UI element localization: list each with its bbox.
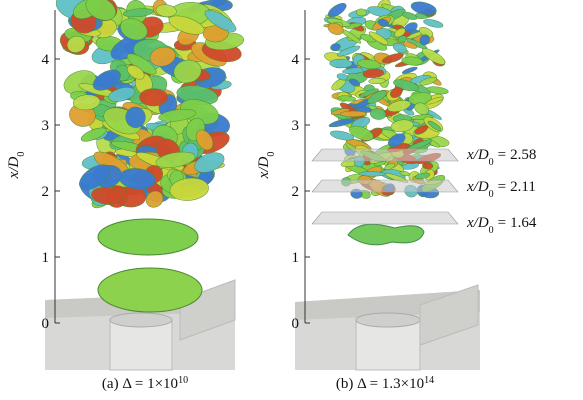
slice-plane <box>312 149 458 161</box>
tick-label: 1 <box>42 250 50 266</box>
plane-label: x/D0 =2.58 <box>466 147 536 168</box>
plane-label: x/D0 =2.11 <box>466 179 536 200</box>
tick-label: 0 <box>292 316 300 332</box>
label-text: x/D <box>466 179 489 195</box>
tick-label: 1 <box>292 250 300 266</box>
slice-plane <box>312 212 458 224</box>
caption: (a) Δ = 1×1010 <box>102 375 188 393</box>
subscript: 0 <box>266 152 277 157</box>
subscript: 0 <box>489 225 494 236</box>
axis-label: x/D0 <box>6 152 27 180</box>
vortex <box>359 171 385 176</box>
equals: = <box>498 215 506 231</box>
superscript: 10 <box>178 375 188 386</box>
axis-label: x/D0 <box>256 152 277 180</box>
label-text: x/D <box>256 157 272 180</box>
planes <box>312 149 458 224</box>
vortex <box>423 18 444 29</box>
label-text: x/D <box>6 157 22 180</box>
vortex <box>139 89 167 107</box>
tick-label: 4 <box>42 52 50 68</box>
label-text: x/D <box>466 215 489 231</box>
tick-label: 2 <box>42 184 50 200</box>
tick-label: 0 <box>42 316 50 332</box>
subscript: 0 <box>16 152 27 157</box>
vortex <box>98 268 202 312</box>
caption-text: (a) Δ = 1×10 <box>102 376 178 392</box>
figure: 01234x/D0(a) Δ = 1×101001234x/D0(b) Δ = … <box>0 0 583 400</box>
tick-label: 3 <box>42 118 50 134</box>
superscript: 14 <box>424 375 434 386</box>
slice-plane <box>312 180 458 192</box>
plane-label: x/D0 =1.64 <box>466 215 537 236</box>
caption-text: (b) Δ = 1.3×10 <box>336 376 424 392</box>
tick-label: 2 <box>292 184 300 200</box>
caption: (b) Δ = 1.3×1014 <box>336 375 434 393</box>
vortex <box>348 224 424 244</box>
plane-value: 1.64 <box>510 215 537 231</box>
tick-label: 4 <box>292 52 300 68</box>
vortex <box>340 111 367 117</box>
plane-value: 2.58 <box>510 147 536 163</box>
equals: = <box>498 179 506 195</box>
vortex <box>98 219 198 255</box>
tick-label: 3 <box>292 118 300 134</box>
equals: = <box>498 147 506 163</box>
subscript: 0 <box>489 189 494 200</box>
plane-value: 2.11 <box>510 179 536 195</box>
subscript: 0 <box>489 157 494 168</box>
label-text: x/D <box>466 147 489 163</box>
